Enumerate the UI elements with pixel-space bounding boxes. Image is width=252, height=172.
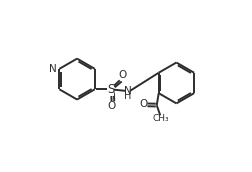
Text: H: H: [123, 91, 131, 101]
Text: O: O: [118, 71, 126, 80]
Text: S: S: [107, 83, 114, 96]
Text: O: O: [139, 99, 147, 110]
Text: N: N: [123, 86, 131, 96]
Text: CH₃: CH₃: [152, 114, 169, 123]
Text: N: N: [49, 64, 57, 74]
Text: O: O: [107, 101, 115, 111]
